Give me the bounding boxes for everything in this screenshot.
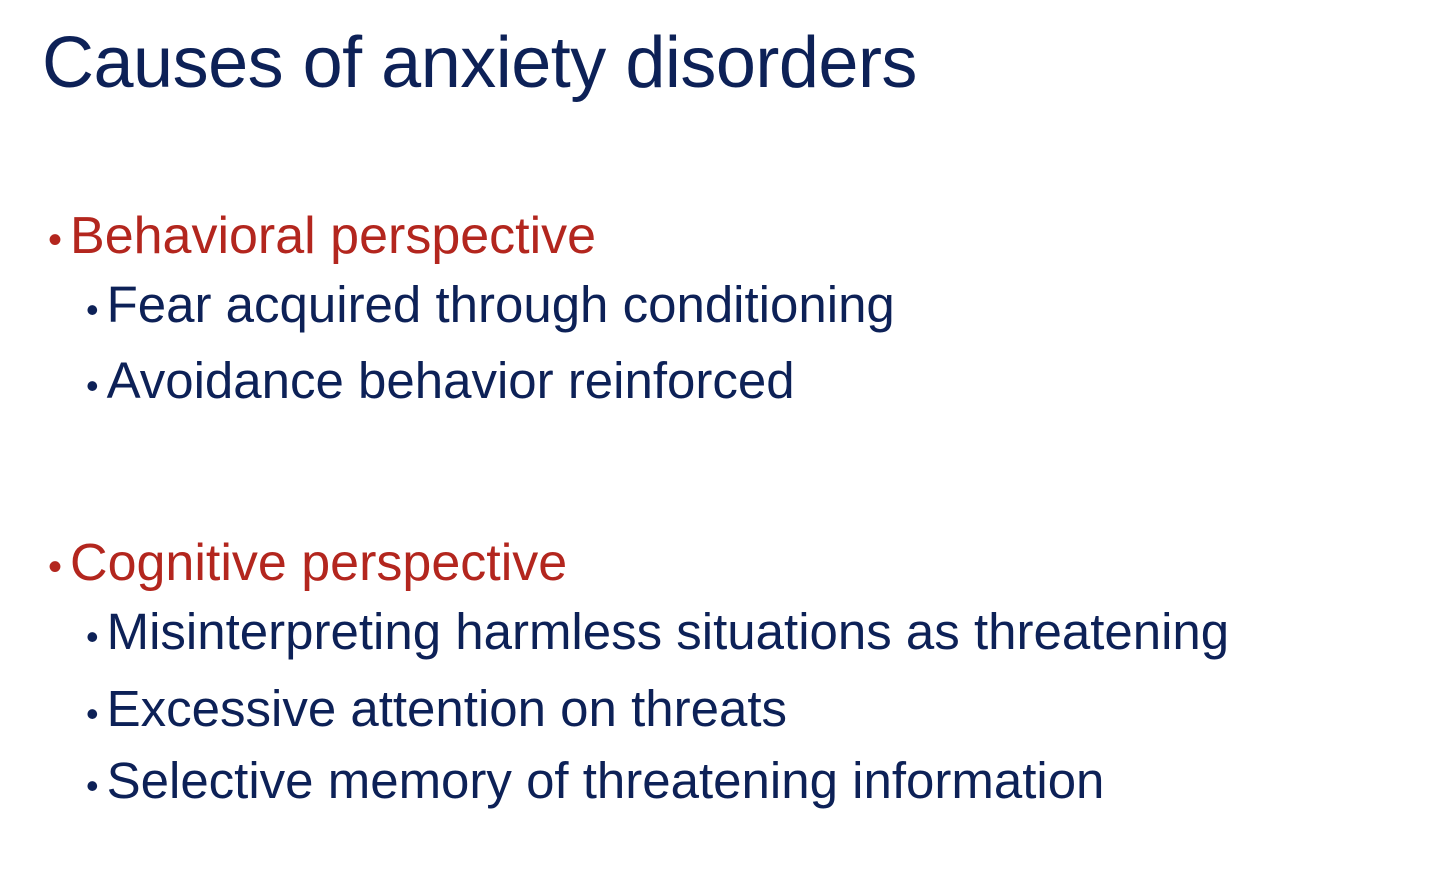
bullet-icon: •	[86, 365, 99, 406]
sub-bullet-item: • Avoidance behavior reinforced	[86, 352, 795, 409]
sub-bullet-item: • Fear acquired through conditioning	[86, 276, 895, 333]
bullet-icon: •	[86, 693, 99, 734]
heading-text: Behavioral perspective	[70, 207, 597, 265]
bullet-icon: •	[86, 289, 99, 330]
sub-bullet-text: Selective memory of threatening informat…	[106, 752, 1105, 809]
slide-title: Causes of anxiety disorders	[42, 23, 917, 103]
bullet-icon: •	[86, 765, 99, 806]
bullet-heading-cognitive: • Cognitive perspective	[48, 534, 568, 592]
bullet-icon: •	[48, 545, 63, 589]
sub-bullet-item: • Excessive attention on threats	[86, 680, 787, 737]
bullet-heading-behavioral: • Behavioral perspective	[48, 207, 597, 265]
sub-bullet-item: • Misinterpreting harmless situations as…	[86, 603, 1230, 660]
heading-text: Cognitive perspective	[70, 534, 568, 592]
bullet-icon: •	[86, 616, 99, 657]
sub-bullet-item: • Selective memory of threatening inform…	[86, 752, 1105, 809]
sub-bullet-text: Excessive attention on threats	[106, 680, 787, 737]
bullet-icon: •	[48, 218, 63, 262]
sub-bullet-text: Fear acquired through conditioning	[106, 276, 895, 333]
sub-bullet-text: Avoidance behavior reinforced	[106, 352, 795, 409]
sub-bullet-text: Misinterpreting harmless situations as t…	[106, 603, 1230, 660]
